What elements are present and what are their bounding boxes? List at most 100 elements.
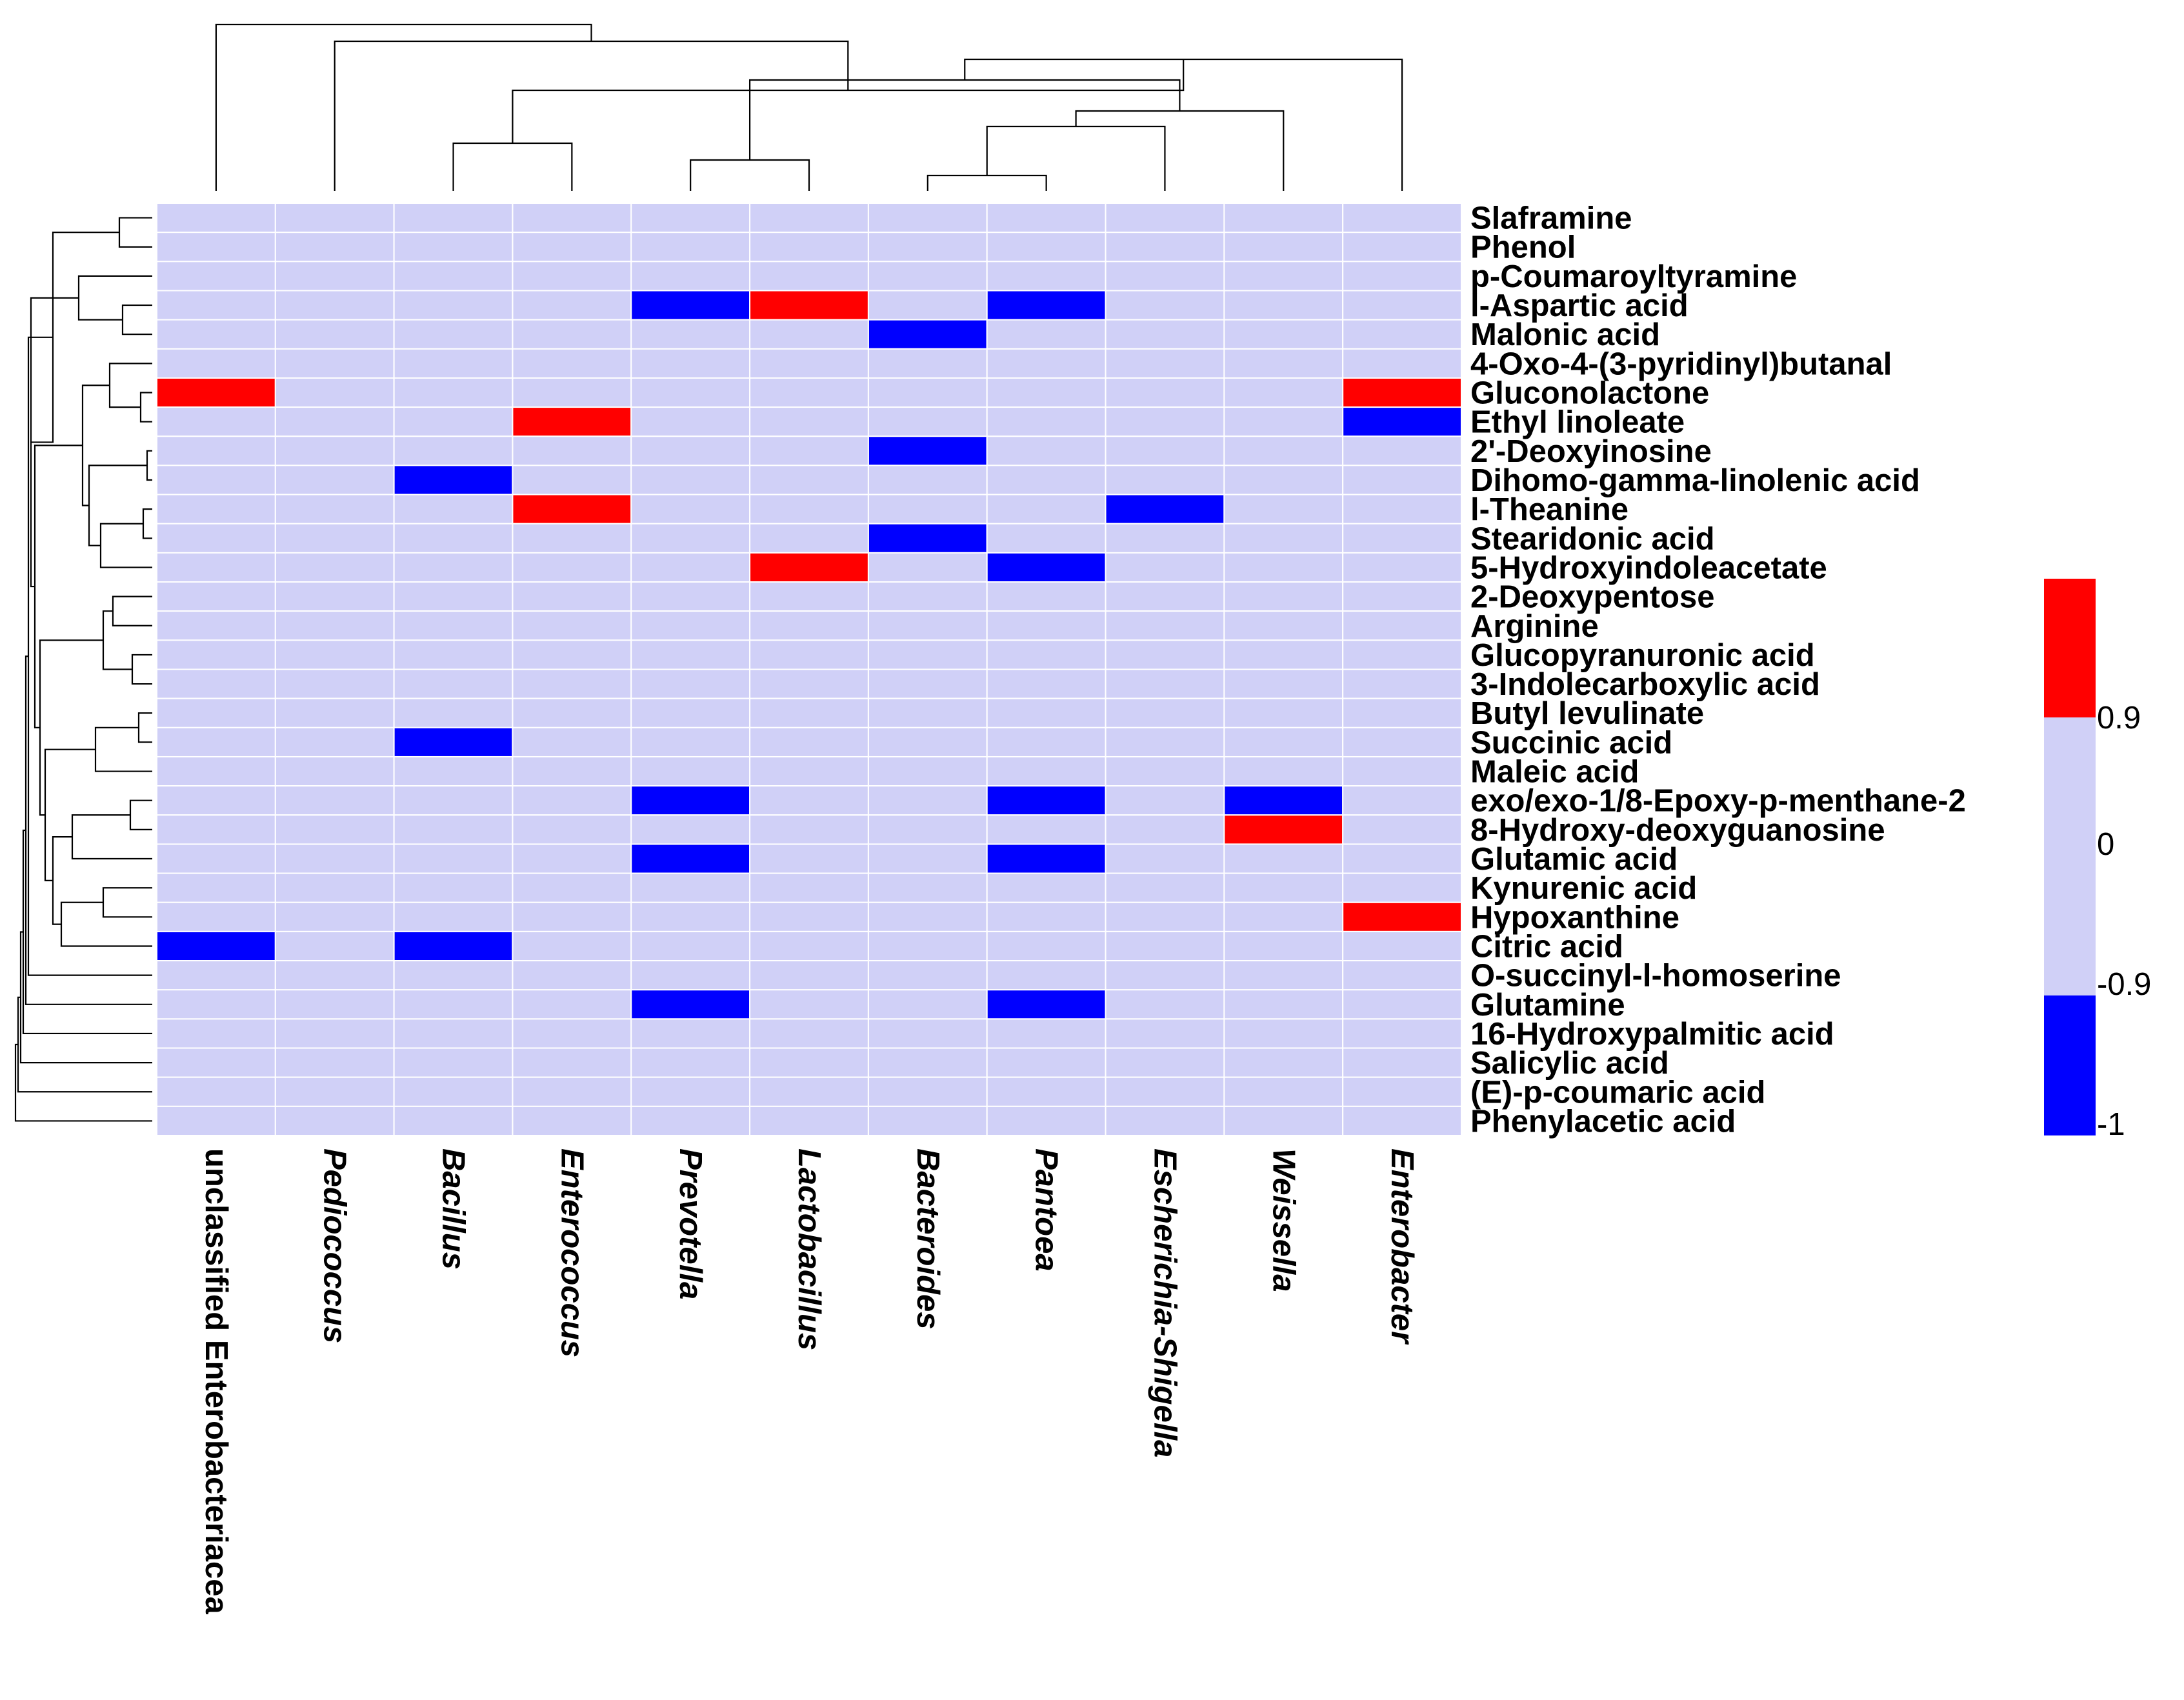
heatmap-cell: [512, 232, 632, 263]
heatmap-cell: [1223, 697, 1344, 728]
heatmap-cell: [749, 348, 869, 379]
heatmap-cell: [512, 989, 632, 1020]
heatmap-cell: [393, 697, 514, 728]
heatmap-cell: [630, 581, 751, 612]
heatmap-cell: [867, 1018, 988, 1049]
dendrogram-link: [452, 142, 573, 191]
heatmap-cell: [630, 494, 751, 525]
heatmap-cell: [986, 843, 1107, 874]
heatmap-cell: [1105, 232, 1225, 263]
heatmap-cell: [867, 960, 988, 991]
heatmap-cell: [156, 581, 276, 612]
heatmap-cell: [749, 930, 869, 962]
heatmap-cell: [274, 1018, 395, 1049]
dendrogram-link: [60, 901, 152, 947]
heatmap-cell: [986, 465, 1107, 495]
column-label: Lactobacillus: [792, 1148, 827, 1350]
heatmap-cell: [156, 989, 276, 1020]
dendrogram-link: [71, 814, 152, 860]
heatmap-cell: [393, 377, 514, 408]
dendrogram-link: [118, 217, 152, 248]
heatmap-cell: [1105, 843, 1225, 874]
dendrogram-link: [14, 1043, 152, 1122]
heatmap-cell: [1223, 930, 1344, 962]
heatmap-cell: [630, 697, 751, 728]
heatmap-cell: [867, 203, 988, 234]
dendrogram-link: [215, 23, 592, 191]
heatmap-cell: [393, 465, 514, 495]
heatmap-cell: [867, 814, 988, 845]
heatmap-cell: [1342, 785, 1463, 816]
heatmap-cell: [986, 901, 1107, 932]
heatmap-cell: [630, 435, 751, 466]
heatmap-cell: [1223, 843, 1344, 874]
heatmap-cell: [512, 1047, 632, 1078]
heatmap-cell: [1105, 261, 1225, 292]
heatmap-cell: [512, 203, 632, 234]
heatmap-cell: [156, 1105, 276, 1136]
heatmap-cell: [867, 261, 988, 292]
heatmap-cell: [1105, 697, 1225, 728]
heatmap-cell: [630, 843, 751, 874]
heatmap-cell: [1105, 755, 1225, 787]
row-label: Succinic acid: [1470, 725, 1672, 760]
heatmap-cell: [156, 290, 276, 321]
dendrogram-link: [34, 445, 83, 728]
heatmap-cell: [630, 1047, 751, 1078]
heatmap-cell: [1105, 989, 1225, 1020]
heatmap-cell: [156, 872, 276, 903]
heatmap-cell: [1223, 1076, 1344, 1107]
heatmap-cell: [512, 726, 632, 757]
heatmap-cell: [274, 261, 395, 292]
row-dendrogram: [14, 217, 152, 1122]
heatmap-cell: [1342, 319, 1463, 350]
heatmap-cell: [986, 523, 1107, 554]
heatmap-cell: [393, 523, 514, 554]
heatmap-cell: [393, 552, 514, 583]
heatmap-cell: [393, 960, 514, 991]
heatmap-cell: [630, 290, 751, 321]
row-label: 4-Oxo-4-(3-pyridinyl)butanal: [1470, 346, 1892, 381]
heatmap-cell: [393, 1105, 514, 1136]
legend-tick-label: -0.9: [2097, 967, 2151, 1002]
heatmap-cell: [1105, 494, 1225, 525]
heatmap-cell: [1342, 843, 1463, 874]
heatmap-cell: [749, 435, 869, 466]
heatmap-cell: [1223, 960, 1344, 991]
heatmap-cell: [1105, 814, 1225, 845]
heatmap-cell: [1223, 232, 1344, 263]
heatmap-cell: [1223, 465, 1344, 495]
heatmap-cell: [749, 639, 869, 670]
heatmap-cell: [1223, 610, 1344, 641]
heatmap-cell: [749, 843, 869, 874]
heatmap-cell: [630, 319, 751, 350]
heatmap-cell: [630, 232, 751, 263]
heatmap-cell: [512, 406, 632, 437]
heatmap-cell: [749, 465, 869, 495]
row-label: p-Coumaroyltyramine: [1470, 259, 1797, 294]
heatmap-cell: [749, 377, 869, 408]
dendrogram-link: [17, 996, 152, 1093]
heatmap-cell: [393, 261, 514, 292]
dendrogram-link: [142, 508, 152, 539]
heatmap-cell: [749, 814, 869, 845]
heatmap-cell: [867, 406, 988, 437]
heatmap-cell: [630, 872, 751, 903]
heatmap-cell: [156, 1047, 276, 1078]
heatmap-cell: [749, 261, 869, 292]
row-label: Glutamic acid: [1470, 842, 1678, 877]
heatmap-cell: [1223, 494, 1344, 525]
heatmap-cell: [156, 494, 276, 525]
column-label: Enterobacter: [1385, 1148, 1419, 1345]
heatmap-cell: [512, 319, 632, 350]
heatmap-cell: [1105, 465, 1225, 495]
dendrogram-link: [334, 40, 849, 191]
heatmap-cell: [274, 726, 395, 757]
dendrogram-link: [927, 174, 1047, 191]
column-label: Pediococcus: [317, 1148, 352, 1343]
column-label: Bacillus: [436, 1148, 471, 1270]
heatmap-cell: [1223, 639, 1344, 670]
heatmap-cell: [1223, 552, 1344, 583]
heatmap-cell: [274, 348, 395, 379]
heatmap-cell: [156, 843, 276, 874]
